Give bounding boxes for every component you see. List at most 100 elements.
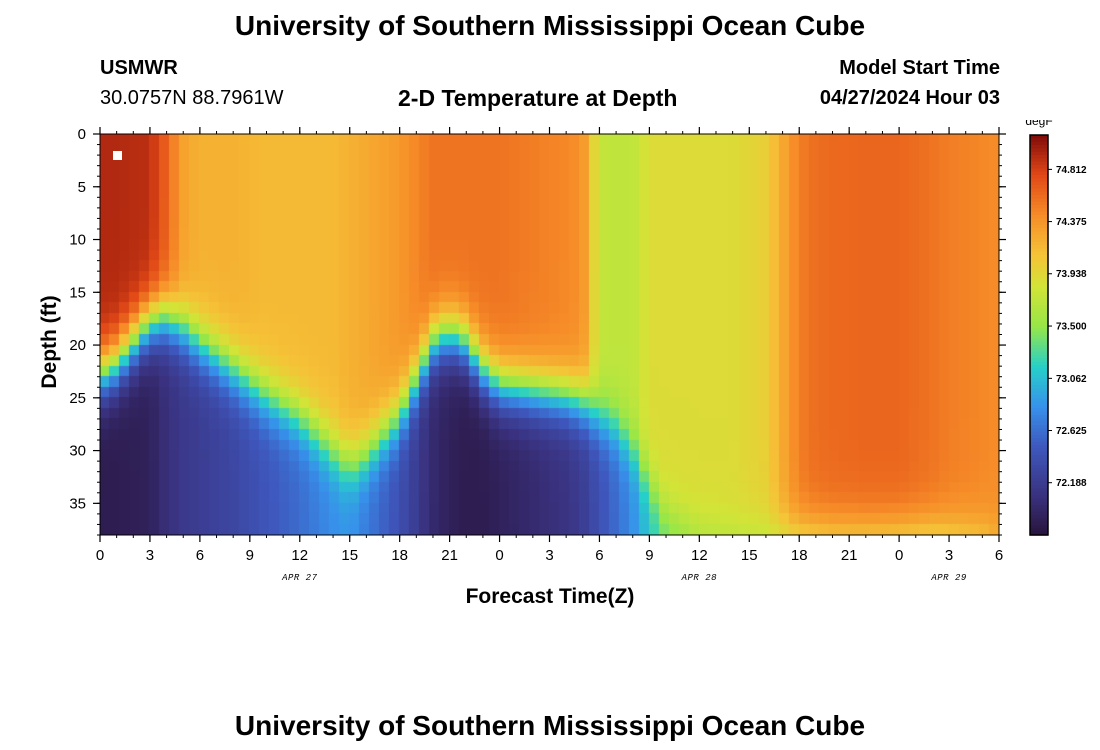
- colorbar-swatch: [1030, 508, 1048, 513]
- colorbar-swatch: [1030, 341, 1048, 346]
- colorbar-units: degF: [1025, 120, 1052, 128]
- x-tick-label: 0: [895, 547, 903, 564]
- colorbar-swatch: [1030, 195, 1048, 199]
- colorbar-swatch: [1030, 215, 1048, 219]
- colorbar-swatch: [1030, 171, 1048, 176]
- colorbar-swatch: [1030, 418, 1048, 423]
- colorbar-swatch: [1030, 461, 1048, 466]
- colorbar-swatch: [1030, 235, 1048, 239]
- colorbar-swatch: [1030, 521, 1048, 526]
- colorbar-swatch: [1030, 458, 1048, 463]
- colorbar-swatch: [1030, 231, 1048, 236]
- colorbar-swatch: [1030, 388, 1048, 393]
- colorbar-swatch: [1030, 478, 1048, 483]
- colorbar-swatch: [1030, 185, 1048, 189]
- colorbar-swatch: [1030, 378, 1048, 383]
- colorbar-swatch: [1030, 455, 1048, 459]
- station-coordinates: 30.0757N 88.7961W: [100, 87, 284, 109]
- colorbar-swatch: [1030, 261, 1048, 266]
- colorbar-tick-label: 74.375: [1056, 217, 1087, 228]
- colorbar-swatch: [1030, 138, 1048, 143]
- colorbar-swatch: [1030, 385, 1048, 389]
- colorbar-swatch: [1030, 405, 1048, 409]
- colorbar-swatch: [1030, 431, 1048, 436]
- colorbar-swatch: [1030, 505, 1048, 509]
- y-tick-label: 25: [69, 390, 86, 407]
- colorbar-swatch: [1030, 325, 1048, 329]
- colorbar-swatch: [1030, 291, 1048, 296]
- colorbar-swatch: [1030, 321, 1048, 326]
- colorbar-swatch: [1030, 181, 1048, 186]
- colorbar-swatch: [1030, 371, 1048, 376]
- colorbar-swatch: [1030, 228, 1048, 233]
- y-tick-label: 0: [78, 126, 86, 143]
- x-tick-label: 21: [841, 547, 858, 564]
- colorbar-swatch: [1030, 398, 1048, 403]
- colorbar-swatch: [1030, 265, 1048, 269]
- colorbar-swatch: [1030, 245, 1048, 249]
- colorbar-swatch: [1030, 351, 1048, 356]
- colorbar-swatch: [1030, 168, 1048, 173]
- colorbar-swatch: [1030, 271, 1048, 276]
- colorbar-swatch: [1030, 298, 1048, 303]
- colorbar-swatch: [1030, 318, 1048, 323]
- colorbar-swatch: [1030, 498, 1048, 503]
- colorbar-tick-label: 72.625: [1056, 426, 1087, 437]
- model-start-label: Model Start Time: [839, 57, 1000, 79]
- colorbar-swatch: [1030, 481, 1048, 486]
- page-title-bottom: University of Southern Mississippi Ocean…: [234, 710, 866, 741]
- colorbar-swatch: [1030, 511, 1048, 516]
- colorbar-swatch: [1030, 425, 1048, 429]
- station-marker: [112, 151, 122, 161]
- x-tick-label: 18: [391, 547, 408, 564]
- x-tick-label: 0: [495, 547, 503, 564]
- colorbar-swatch: [1030, 375, 1048, 379]
- colorbar-swatch: [1030, 465, 1048, 469]
- colorbar-swatch: [1030, 251, 1048, 256]
- x-tick-label: 3: [545, 547, 553, 564]
- station-id: USMWR: [100, 57, 178, 79]
- y-tick-label: 5: [78, 179, 86, 196]
- page-title: University of Southern Mississippi Ocean…: [234, 10, 866, 41]
- colorbar-swatch: [1030, 205, 1048, 209]
- colorbar-tick-label: 73.062: [1056, 374, 1087, 385]
- colorbar-swatch: [1030, 305, 1048, 309]
- colorbar-swatch: [1030, 201, 1048, 206]
- model-start-time: 04/27/2024 Hour 03: [819, 87, 1000, 109]
- colorbar-swatch: [1030, 365, 1048, 369]
- colorbar-swatch: [1030, 248, 1048, 253]
- colorbar-tick-label: 74.812: [1056, 165, 1087, 176]
- colorbar-swatch: [1030, 225, 1048, 229]
- colorbar-swatch: [1030, 408, 1048, 413]
- y-tick-label: 10: [69, 232, 86, 249]
- plot-title: 2-D Temperature at Depth: [398, 85, 678, 111]
- colorbar-swatch: [1030, 221, 1048, 226]
- colorbar-swatch: [1030, 161, 1048, 166]
- colorbar-swatch: [1030, 211, 1048, 216]
- date-label: APR 27: [281, 573, 318, 583]
- colorbar-swatch: [1030, 531, 1048, 536]
- colorbar-swatch: [1030, 468, 1048, 473]
- colorbar-swatch: [1030, 331, 1048, 336]
- colorbar-swatch: [1030, 175, 1048, 179]
- colorbar-swatch: [1030, 155, 1048, 159]
- colorbar-swatch: [1030, 238, 1048, 243]
- colorbar-swatch: [1030, 208, 1048, 213]
- colorbar-swatch: [1030, 515, 1048, 519]
- colorbar-swatch: [1030, 411, 1048, 416]
- y-tick-label: 15: [69, 284, 86, 301]
- colorbar-swatch: [1030, 355, 1048, 359]
- colorbar-swatch: [1030, 281, 1048, 286]
- colorbar-swatch: [1030, 328, 1048, 333]
- colorbar-swatch: [1030, 485, 1048, 489]
- colorbar-swatch: [1030, 335, 1048, 339]
- colorbar-swatch: [1030, 255, 1048, 259]
- x-tick-label: 15: [341, 547, 358, 564]
- x-tick-label: 12: [291, 547, 308, 564]
- colorbar-swatch: [1030, 435, 1048, 439]
- date-label: APR 28: [681, 573, 718, 583]
- colorbar-swatch: [1030, 501, 1048, 506]
- colorbar-swatch: [1030, 438, 1048, 443]
- colorbar-swatch: [1030, 525, 1048, 529]
- y-tick-label: 30: [69, 443, 86, 460]
